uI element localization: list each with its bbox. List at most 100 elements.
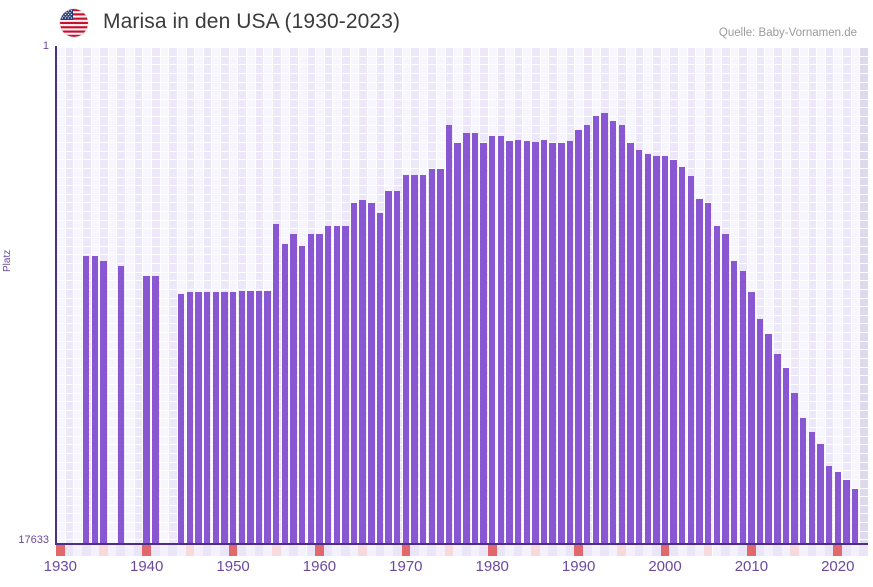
bar-1968[interactable] [385, 191, 392, 543]
x-tick-cell [323, 545, 333, 556]
grid-line-vertical [91, 47, 92, 543]
bar-2013[interactable] [774, 353, 781, 543]
bar-1999[interactable] [653, 156, 660, 543]
bar-1984[interactable] [523, 140, 530, 543]
bar-1960[interactable] [316, 234, 323, 543]
bar-1978[interactable] [471, 133, 479, 543]
bar-1977[interactable] [463, 133, 470, 543]
bar-2006[interactable] [713, 225, 721, 543]
bar-1998[interactable] [644, 154, 651, 543]
bar-2015[interactable] [791, 392, 798, 543]
bar-2010[interactable] [748, 291, 755, 543]
bar-1981[interactable] [497, 136, 505, 543]
bar-2007[interactable] [722, 234, 729, 543]
bar-1946[interactable] [195, 291, 202, 543]
bar-1953[interactable] [255, 290, 263, 543]
bar-1951[interactable] [238, 290, 245, 543]
bar-2019[interactable] [825, 466, 833, 543]
bar-1986[interactable] [540, 140, 548, 543]
bar-2017[interactable] [808, 432, 816, 543]
bar-2009[interactable] [739, 271, 746, 543]
bar-1950[interactable] [229, 291, 237, 543]
bar-1934[interactable] [91, 256, 99, 543]
bar-2012[interactable] [765, 333, 772, 543]
bar-1955[interactable] [273, 224, 280, 543]
bar-2004[interactable] [696, 198, 703, 543]
bar-1993[interactable] [601, 113, 608, 543]
bar-1956[interactable] [281, 244, 289, 543]
bar-1980[interactable] [489, 136, 496, 543]
bar-1995[interactable] [618, 124, 626, 543]
bar-1988[interactable] [558, 142, 565, 543]
bar-1991[interactable] [584, 124, 591, 543]
grid-line-vertical [73, 47, 74, 543]
bar-1965[interactable] [359, 200, 366, 543]
bar-1940[interactable] [143, 275, 150, 543]
bar-1958[interactable] [298, 246, 306, 543]
bar-1949[interactable] [221, 291, 228, 543]
bar-1975[interactable] [445, 124, 453, 543]
bar-2018[interactable] [817, 443, 824, 543]
bar-1941[interactable] [152, 275, 159, 543]
bar-1948[interactable] [212, 291, 220, 543]
bar-1971[interactable] [411, 175, 418, 543]
bar-2014[interactable] [782, 367, 790, 543]
x-tick-cell [211, 545, 221, 556]
bar-1989[interactable] [566, 140, 574, 543]
bar-1979[interactable] [480, 142, 487, 543]
bar-1972[interactable] [419, 175, 427, 543]
x-tick-cell [462, 545, 471, 556]
bar-1935[interactable] [100, 261, 107, 543]
bar-1990[interactable] [575, 130, 582, 543]
bar-1952[interactable] [247, 290, 254, 543]
bar-1959[interactable] [307, 234, 315, 543]
bar-1944[interactable] [178, 293, 185, 543]
bar-2005[interactable] [704, 203, 712, 543]
bar-1970[interactable] [402, 175, 410, 543]
bar-2011[interactable] [756, 318, 764, 543]
grid-line-horizontal [56, 47, 868, 48]
bar-1982[interactable] [506, 140, 513, 543]
bar-1976[interactable] [454, 142, 461, 543]
bar-1945[interactable] [186, 291, 194, 543]
bar-1933[interactable] [83, 256, 90, 543]
grid-column-band [807, 47, 817, 543]
bar-1997[interactable] [635, 149, 643, 543]
x-tick-cell [600, 545, 609, 556]
bar-1957[interactable] [290, 234, 297, 543]
bar-2016[interactable] [799, 418, 807, 543]
bar-1954[interactable] [264, 290, 271, 543]
bar-1973[interactable] [428, 169, 435, 543]
x-tick-cell [159, 545, 169, 556]
x-tick-cell [617, 545, 627, 556]
bar-1937[interactable] [117, 266, 124, 543]
bar-1964[interactable] [350, 203, 358, 543]
bar-2000[interactable] [661, 156, 669, 543]
page-title: Marisa in den USA (1930-2023) [103, 10, 401, 33]
bar-1966[interactable] [368, 203, 375, 543]
grid-line-vertical [842, 47, 843, 543]
bar-2002[interactable] [679, 166, 686, 543]
bar-1963[interactable] [342, 226, 349, 543]
bar-2022[interactable] [851, 488, 859, 543]
bar-1992[interactable] [592, 116, 600, 543]
bar-1947[interactable] [203, 291, 211, 543]
bar-1983[interactable] [514, 140, 522, 543]
bar-1987[interactable] [549, 142, 556, 543]
bar-2003[interactable] [687, 176, 695, 543]
bar-2001[interactable] [670, 159, 677, 543]
bar-1974[interactable] [437, 169, 444, 543]
bar-1985[interactable] [532, 141, 539, 543]
x-tick-cell [107, 545, 117, 556]
bar-1967[interactable] [376, 212, 384, 543]
bar-2020[interactable] [834, 471, 841, 543]
bar-1961[interactable] [324, 226, 332, 543]
bar-1994[interactable] [609, 120, 617, 543]
x-tick-cell [280, 545, 290, 556]
bar-2008[interactable] [730, 261, 738, 543]
bar-1962[interactable] [333, 226, 340, 543]
bar-1996[interactable] [627, 142, 634, 543]
bar-2021[interactable] [843, 480, 850, 543]
bar-1969[interactable] [393, 191, 401, 543]
grid-line-vertical [298, 47, 299, 543]
